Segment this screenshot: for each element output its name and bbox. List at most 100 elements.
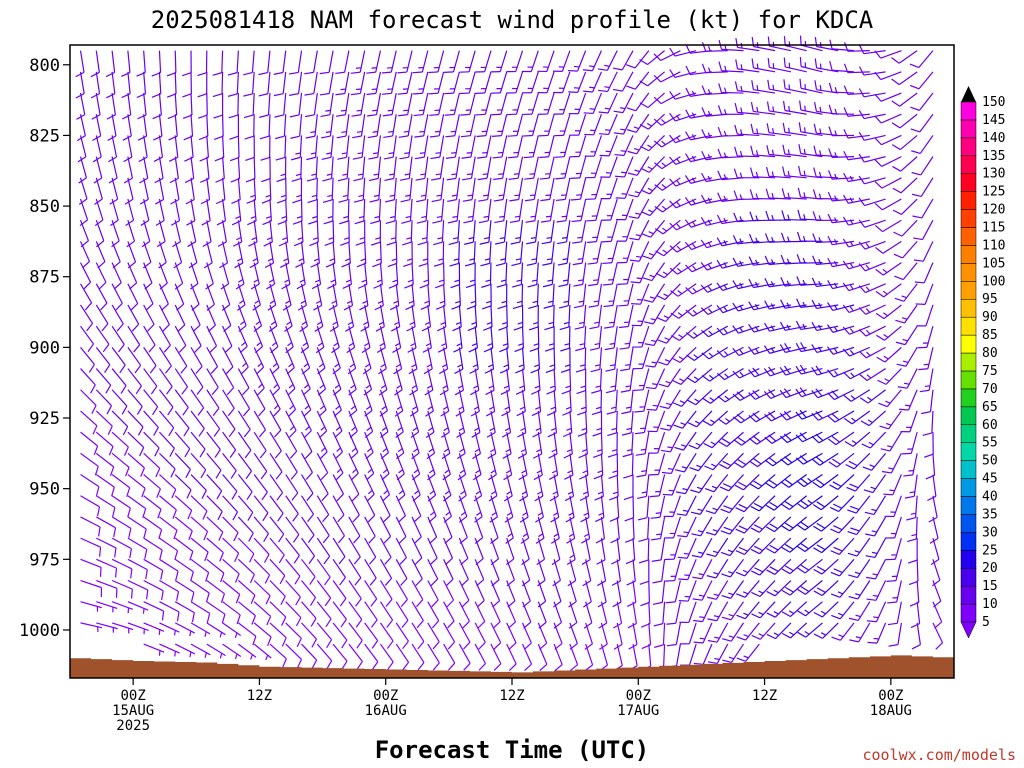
wind-barb	[127, 579, 149, 600]
wind-barb	[90, 50, 100, 78]
wind-barb	[913, 219, 934, 241]
wind-barb	[437, 326, 448, 353]
wind-barb	[538, 114, 555, 137]
wind-barb	[80, 558, 102, 577]
wind-barb	[617, 262, 634, 285]
wind-barb	[301, 453, 313, 480]
wind-barb	[280, 241, 290, 268]
wind-barb	[159, 579, 180, 601]
wind-barb	[301, 516, 315, 543]
wind-barb	[96, 579, 118, 598]
wind-barb	[491, 92, 508, 116]
wind-barb	[828, 148, 855, 158]
wind-barb	[506, 92, 524, 116]
wind-barb	[382, 92, 397, 117]
wind-barb	[599, 622, 608, 650]
wind-barb	[190, 474, 207, 500]
wind-barb	[444, 92, 460, 116]
wind-barb	[843, 63, 870, 74]
wind-barb	[764, 300, 791, 310]
wind-barb	[630, 262, 650, 284]
wind-barb	[831, 601, 855, 620]
wind-barb	[190, 516, 209, 541]
wind-barb	[80, 368, 96, 394]
y-tick-label: 975	[29, 550, 60, 570]
colorbar-segment	[960, 281, 977, 300]
wind-barb	[383, 114, 397, 139]
wind-barb	[95, 410, 113, 435]
wind-barb	[867, 601, 887, 623]
wind-barb	[908, 559, 919, 586]
wind-barb	[892, 198, 918, 215]
wind-barb	[300, 431, 313, 459]
wind-barb	[490, 643, 502, 671]
wind-barb	[637, 474, 650, 500]
wind-barb	[557, 220, 571, 245]
wind-barb	[874, 50, 902, 59]
wind-barb	[80, 283, 93, 311]
wind-barb	[523, 135, 539, 159]
wind-barb	[843, 150, 870, 161]
wind-barb	[622, 432, 634, 458]
wind-barb	[143, 622, 165, 635]
wind-barb	[111, 431, 129, 456]
wind-barb	[553, 92, 571, 115]
wind-barb	[619, 326, 634, 350]
wind-barb	[579, 474, 590, 502]
wind-barb	[716, 259, 744, 269]
wind-barb	[367, 114, 382, 139]
wind-barb	[77, 135, 87, 163]
wind-barb	[90, 71, 101, 99]
wind-barb	[749, 452, 776, 468]
wind-barb	[446, 156, 460, 181]
wind-barb	[521, 559, 531, 587]
wind-barb	[718, 61, 744, 73]
wind-barb	[459, 71, 476, 95]
wind-barb	[80, 622, 103, 632]
wind-barb	[395, 643, 410, 671]
wind-barb	[612, 580, 622, 608]
wind-barb	[290, 114, 303, 139]
colorbar-segment	[960, 352, 977, 372]
wind-barb	[222, 452, 237, 479]
wind-barb	[490, 50, 508, 73]
wind-barb	[79, 198, 89, 227]
wind-barb	[799, 56, 823, 73]
wind-barb	[812, 495, 839, 511]
wind-barb	[488, 474, 498, 502]
wind-barb	[127, 262, 138, 290]
wind-barb	[749, 474, 776, 490]
wind-barb	[685, 304, 713, 317]
wind-barb	[201, 198, 211, 226]
wind-barb	[654, 177, 681, 191]
wind-barb	[549, 474, 559, 502]
wind-barb	[335, 71, 350, 96]
wind-barb	[874, 92, 902, 102]
wind-barb	[384, 177, 397, 203]
wind-barb	[552, 580, 562, 608]
wind-barb	[626, 71, 650, 90]
wind-barb	[158, 304, 170, 332]
wind-barb	[190, 325, 202, 353]
wind-barb	[736, 643, 760, 662]
wind-barb	[332, 453, 344, 481]
wind-barb	[718, 83, 744, 94]
wind-barb	[899, 389, 918, 411]
wind-barb	[111, 304, 124, 332]
wind-barb	[355, 220, 366, 246]
wind-barb	[206, 537, 224, 562]
wind-barb	[669, 240, 697, 253]
wind-barb	[782, 122, 807, 137]
wind-barb	[796, 231, 823, 242]
wind-barb	[427, 643, 440, 671]
wind-barb	[813, 601, 839, 618]
wind-barb	[227, 50, 239, 76]
wind-barb	[540, 177, 555, 202]
wind-barb	[813, 145, 839, 158]
wind-barb	[409, 389, 419, 417]
wind-barb	[301, 495, 315, 522]
wind-barb	[185, 177, 195, 205]
wind-barb	[366, 71, 382, 96]
y-tick-label: 950	[29, 480, 60, 500]
wind-barb	[190, 537, 209, 562]
